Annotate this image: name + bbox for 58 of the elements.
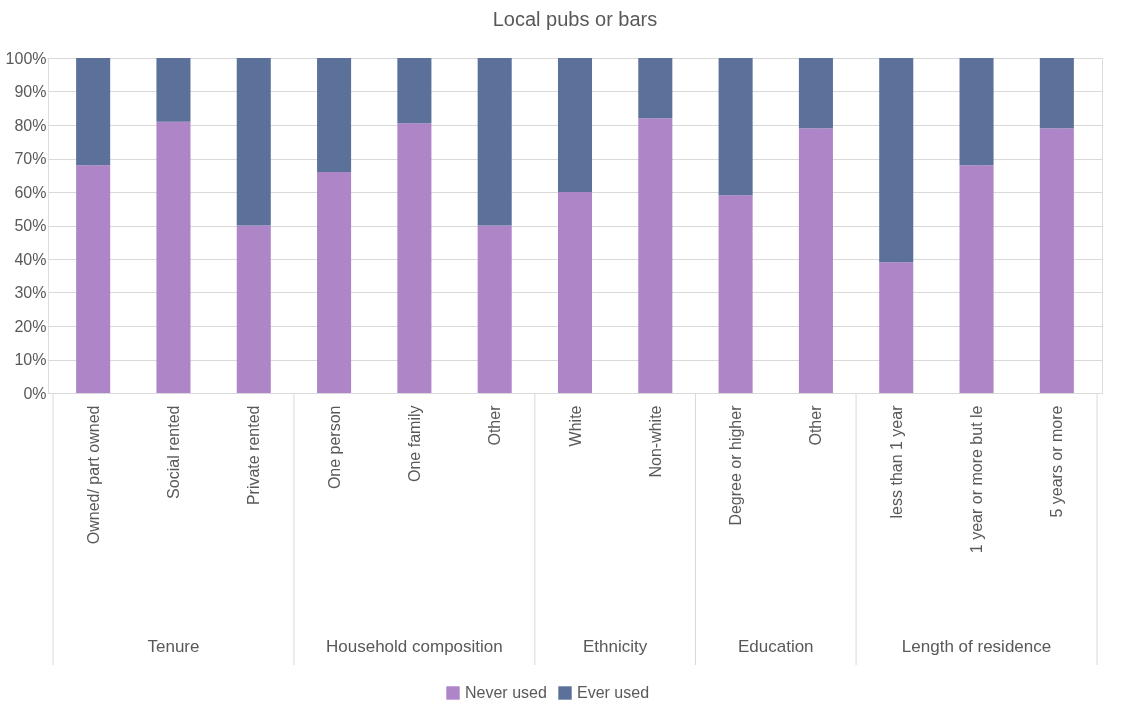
bar xyxy=(879,262,914,393)
x-tick-label: 1 year or more but le xyxy=(968,405,986,554)
bar xyxy=(76,58,111,166)
y-tick-label: 0% xyxy=(23,384,47,402)
x-tick-label: Private rented xyxy=(245,405,263,506)
bar xyxy=(477,225,512,393)
bar xyxy=(156,121,191,393)
x-tick-label: Other xyxy=(486,404,504,446)
bar xyxy=(798,58,833,129)
bar xyxy=(317,58,352,172)
y-tick-label: 70% xyxy=(14,150,47,167)
x-tick-label: One family xyxy=(405,405,423,482)
y-tick-label: 10% xyxy=(14,351,47,368)
bar xyxy=(557,192,593,393)
text: Ethnicity xyxy=(583,637,648,656)
bar xyxy=(638,58,673,119)
text: Length of residence xyxy=(901,637,1052,656)
y-tick-label: 20% xyxy=(14,317,47,335)
bar xyxy=(959,58,994,166)
x-tick-label: White xyxy=(566,405,584,447)
y-tick-label: 40% xyxy=(14,250,47,268)
bar xyxy=(718,58,753,196)
y-tick-label: 50% xyxy=(14,217,47,234)
x-tick-label: 5 years or more xyxy=(1048,405,1066,518)
x-tick-label: less than 1 year xyxy=(887,404,905,519)
y-tick-label: 60% xyxy=(14,183,47,201)
bar xyxy=(477,58,512,226)
bar xyxy=(1039,128,1074,393)
bar xyxy=(397,58,432,124)
bar xyxy=(718,195,753,393)
bar xyxy=(397,123,432,393)
x-tick-label: Degree or higher xyxy=(727,404,745,526)
bar xyxy=(156,58,191,122)
bar xyxy=(236,58,271,226)
x-tick-label: One person xyxy=(325,405,343,490)
legend-label: Ever used xyxy=(577,684,650,701)
y-tick-label: 100% xyxy=(5,49,47,67)
text: Tenure xyxy=(147,637,200,656)
x-tick-label: Social rented xyxy=(164,405,182,499)
text: Household composition xyxy=(326,637,503,656)
bar xyxy=(76,165,111,393)
bar xyxy=(236,225,271,393)
bar xyxy=(959,165,994,393)
bar xyxy=(879,58,914,263)
text: Education xyxy=(737,637,814,656)
bar xyxy=(1039,58,1074,129)
bar xyxy=(557,58,593,192)
chart-title: Local pubs or bars xyxy=(492,8,658,30)
y-tick-label: 80% xyxy=(14,116,47,134)
y-tick-label: 30% xyxy=(14,284,47,301)
bar xyxy=(798,128,833,393)
y-tick-label: 90% xyxy=(14,83,47,100)
x-tick-label: Owned/ part owned xyxy=(84,405,102,545)
bar xyxy=(638,118,673,393)
legend-label: Never used xyxy=(465,684,547,701)
bar xyxy=(317,171,352,393)
x-tick-label: Non-white xyxy=(646,405,664,478)
x-tick-label: Other xyxy=(807,404,825,446)
